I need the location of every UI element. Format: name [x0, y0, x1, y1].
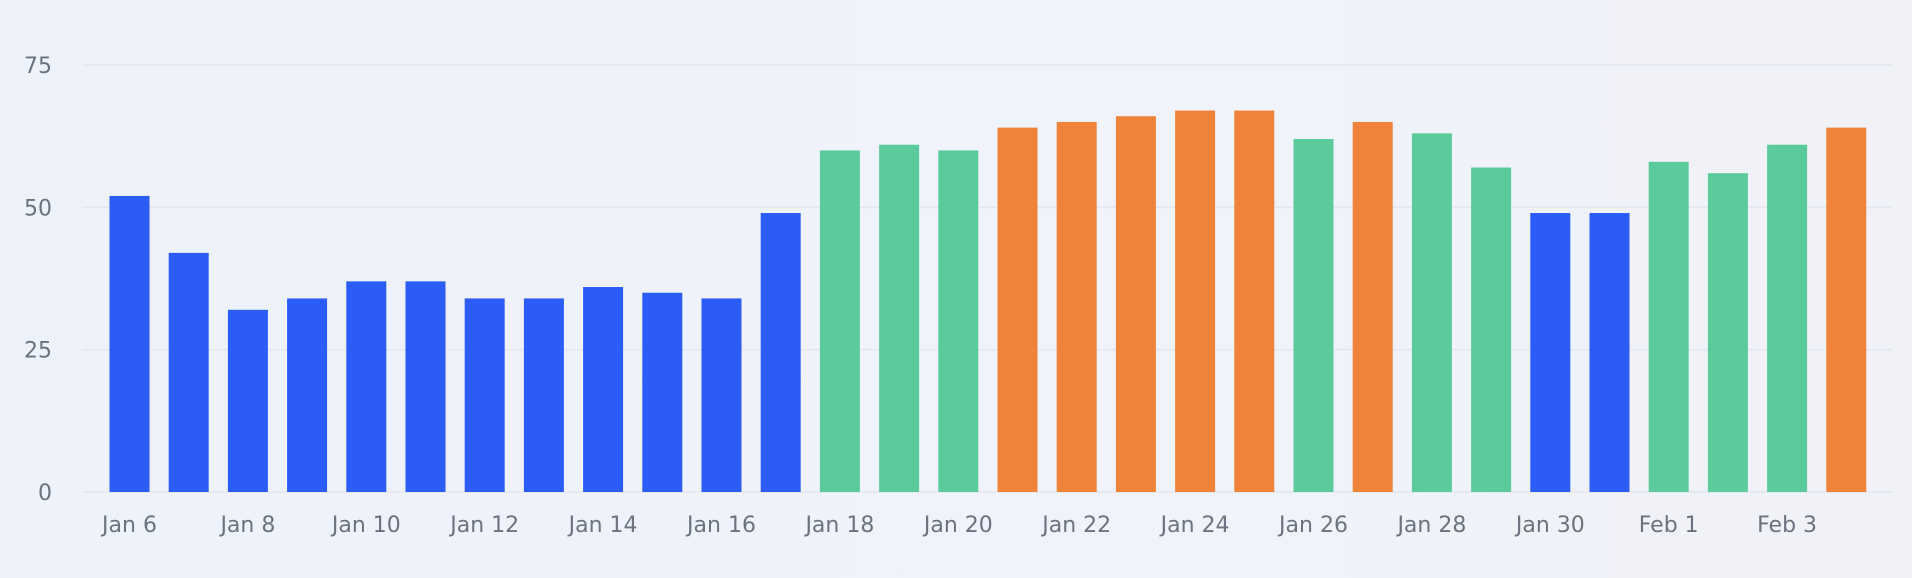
bars-layer: [109, 110, 1867, 493]
x-tick-label: Jan 24: [1159, 513, 1230, 538]
bar-jan-9[interactable]: [287, 298, 328, 492]
bar-jan-17[interactable]: [760, 213, 801, 492]
bar-jan-19[interactable]: [879, 144, 920, 492]
x-tick-label: Feb 3: [1757, 513, 1817, 538]
bar-feb-2[interactable]: [1707, 173, 1748, 492]
bar-jan-6[interactable]: [109, 195, 150, 493]
bar-jan-10[interactable]: [346, 281, 387, 492]
y-axis: 0 25 50 75: [24, 54, 52, 506]
x-tick-label: Jan 12: [448, 513, 519, 538]
bar-jan-13[interactable]: [523, 298, 564, 492]
x-tick-label: Jan 30: [1514, 513, 1585, 538]
bar-jan-28[interactable]: [1411, 133, 1452, 492]
x-tick-label: Jan 20: [922, 513, 993, 538]
y-tick-label: 25: [24, 339, 52, 364]
bar-feb-3[interactable]: [1767, 144, 1808, 492]
x-tick-label: Jan 16: [685, 513, 756, 538]
bar-jan-29[interactable]: [1471, 167, 1512, 493]
bar-jan-7[interactable]: [168, 252, 209, 492]
x-tick-label: Jan 28: [1395, 513, 1466, 538]
bar-jan-26[interactable]: [1293, 139, 1334, 492]
bar-feb-4[interactable]: [1826, 127, 1867, 493]
bar-jan-25[interactable]: [1234, 110, 1275, 493]
bar-feb-1[interactable]: [1648, 161, 1689, 492]
bar-jan-27[interactable]: [1352, 121, 1393, 492]
bar-jan-12[interactable]: [464, 298, 505, 492]
bar-jan-20[interactable]: [938, 150, 979, 492]
bar-jan-11[interactable]: [405, 281, 446, 492]
x-tick-label: Jan 18: [803, 513, 874, 538]
x-tick-label: Feb 1: [1639, 513, 1699, 538]
bar-jan-16[interactable]: [701, 298, 742, 492]
bar-jan-31[interactable]: [1589, 213, 1630, 492]
y-tick-label: 0: [38, 481, 52, 506]
x-tick-label: Jan 10: [330, 513, 401, 538]
x-tick-label: Jan 14: [567, 513, 638, 538]
bar-jan-21[interactable]: [997, 127, 1038, 493]
x-tick-label: Jan 6: [100, 513, 157, 538]
x-tick-label: Jan 26: [1277, 513, 1348, 538]
bar-jan-22[interactable]: [1056, 121, 1097, 492]
bar-jan-23[interactable]: [1115, 116, 1156, 493]
bar-jan-18[interactable]: [819, 150, 860, 492]
x-tick-label: Jan 22: [1040, 513, 1111, 538]
y-tick-label: 50: [24, 196, 52, 221]
y-tick-label: 75: [24, 54, 52, 79]
bar-jan-14[interactable]: [583, 287, 624, 492]
bar-jan-24[interactable]: [1175, 110, 1216, 493]
x-axis: Jan 6 Jan 8 Jan 10 Jan 12 Jan 14 Jan 16 Jan 18…: [100, 513, 1817, 538]
bar-jan-15[interactable]: [642, 292, 683, 492]
bar-jan-8[interactable]: [227, 309, 268, 492]
x-tick-label: Jan 8: [218, 513, 275, 538]
bar-jan-30[interactable]: [1530, 213, 1571, 492]
